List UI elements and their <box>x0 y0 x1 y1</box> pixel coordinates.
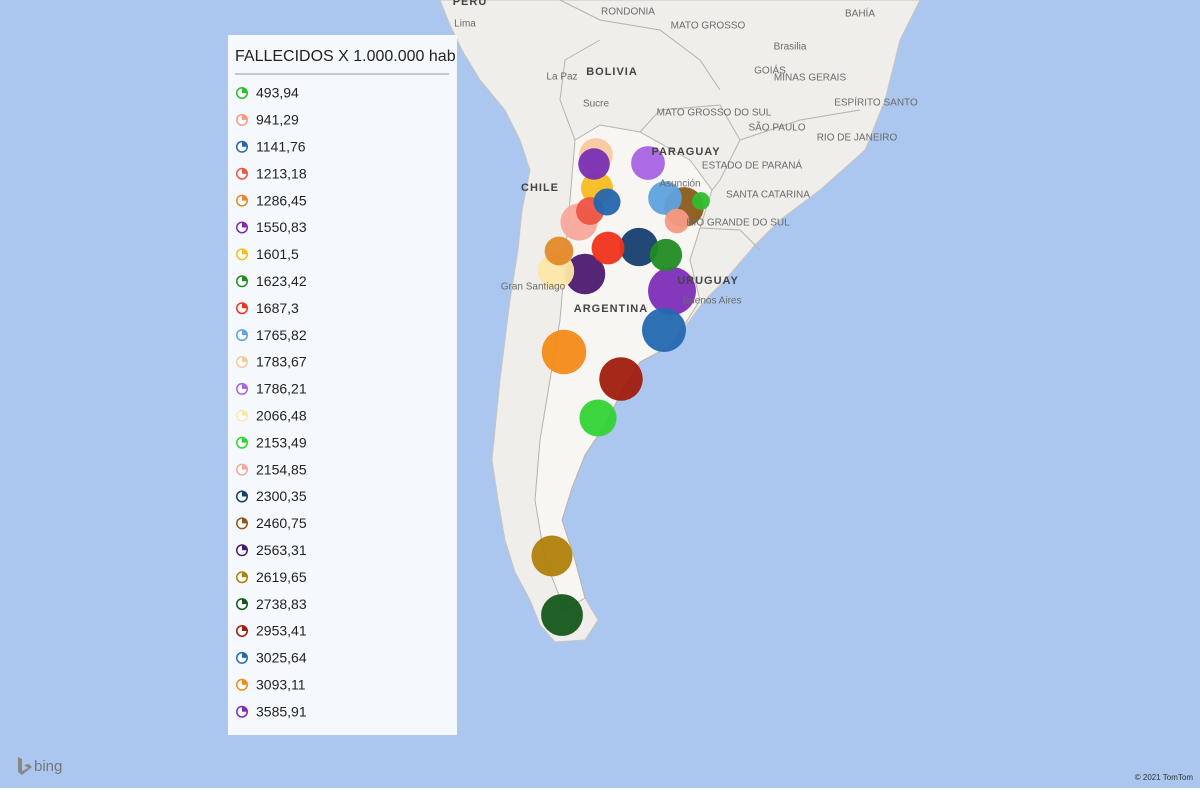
legend-panel <box>228 35 457 735</box>
legend-swatch-wedge <box>237 223 247 232</box>
place-label: SANTA CATARINA <box>726 190 810 201</box>
place-label: URUGUAY <box>677 275 739 287</box>
brand: bing <box>34 758 62 775</box>
legend-swatch-wedge <box>237 115 247 125</box>
data-bubble <box>631 146 665 180</box>
place-label: PARAGUAY <box>651 146 720 158</box>
legend-label: 2300,35 <box>256 488 307 504</box>
place-label: RIO DE JANEIRO <box>817 133 898 144</box>
legend-swatch-wedge <box>237 599 247 609</box>
attribution: © 2021 TomTom <box>1135 773 1194 782</box>
place-label: Buenos Aires <box>683 296 742 307</box>
data-bubble <box>641 307 687 353</box>
legend-swatch-wedge <box>237 572 247 582</box>
legend-label: 2738,83 <box>256 596 307 612</box>
legend-label: 2619,65 <box>256 569 307 585</box>
data-bubble <box>619 227 659 267</box>
legend-swatch-wedge <box>237 626 247 636</box>
legend-label: 1286,45 <box>256 192 307 208</box>
legend-label: 493,94 <box>256 85 299 101</box>
legend-label: 2153,49 <box>256 434 307 450</box>
data-bubble <box>541 329 587 375</box>
data-bubble <box>531 535 573 577</box>
place-label: PERU <box>453 0 488 8</box>
place-label: CHILE <box>521 182 559 194</box>
legend-swatch-wedge <box>237 330 247 340</box>
legend-label: 1601,5 <box>256 246 299 262</box>
data-bubble <box>692 192 710 210</box>
legend-swatch-wedge <box>237 438 247 448</box>
legend-swatch-wedge <box>237 653 247 663</box>
data-bubble <box>593 188 621 216</box>
place-label: BAHÍA <box>845 7 875 20</box>
place-label: ARGENTINA <box>574 303 648 315</box>
legend-label: 1786,21 <box>256 381 307 397</box>
data-bubble <box>544 236 574 266</box>
legend-swatch-wedge <box>237 142 247 152</box>
legend-label: 2460,75 <box>256 515 307 531</box>
legend-swatch-wedge <box>237 492 247 501</box>
legend-swatch-wedge <box>237 196 247 206</box>
place-label: Gran Santiago <box>501 282 566 293</box>
legend-swatch-wedge <box>237 680 247 690</box>
legend-label: 1783,67 <box>256 354 307 370</box>
data-bubble <box>664 208 690 234</box>
legend-swatch-wedge <box>237 276 247 286</box>
place-label: GOIÁS <box>754 64 786 77</box>
place-label: RONDONIA <box>601 7 655 18</box>
place-label: ESTADO DE PARANÁ <box>702 159 803 172</box>
data-bubble <box>649 238 683 272</box>
legend-swatch-wedge <box>237 465 247 475</box>
place-label: RIO GRANDE DO SUL <box>686 218 790 229</box>
data-bubble <box>648 267 696 315</box>
legend-label: 941,29 <box>256 112 299 128</box>
legend-label: 3585,91 <box>256 703 307 719</box>
place-label: MATO GROSSO DO SUL <box>657 108 772 119</box>
brand-logo <box>18 757 32 775</box>
place-label: La Paz <box>546 72 577 83</box>
place-label: ESPÍRITO SANTO <box>834 96 918 109</box>
legend-label: 1213,18 <box>256 165 307 181</box>
legend-swatch-wedge <box>237 357 247 367</box>
data-bubble <box>591 231 625 265</box>
legend-label: 1623,42 <box>256 273 307 289</box>
legend-label: 1765,82 <box>256 327 307 343</box>
place-label: Sucre <box>583 99 610 110</box>
legend-swatch-wedge <box>237 707 247 717</box>
legend-swatch-wedge <box>237 411 247 421</box>
data-bubble <box>564 253 606 295</box>
legend-label: 1687,3 <box>256 300 299 316</box>
place-label: MATO GROSSO <box>671 21 746 32</box>
place-label: BOLIVIA <box>586 66 638 78</box>
place-label: Lima <box>454 19 476 30</box>
legend-label: 2563,31 <box>256 542 307 558</box>
legend-swatch-wedge <box>237 518 247 528</box>
legend-label: 1141,76 <box>256 139 306 155</box>
data-bubble <box>541 594 583 636</box>
legend-label: 2953,41 <box>256 623 307 639</box>
place-label: Asunción <box>659 179 700 190</box>
data-bubble <box>579 399 617 437</box>
legend-swatch-wedge <box>237 249 247 259</box>
place-label: SÃO PAULO <box>748 121 805 134</box>
legend-swatch-wedge <box>237 88 247 98</box>
legend-swatch-wedge <box>237 384 247 394</box>
data-bubble <box>599 357 643 401</box>
legend-label: 1550,83 <box>256 219 307 235</box>
place-label: MINAS GERAIS <box>774 73 847 84</box>
data-bubble <box>648 181 682 215</box>
borders <box>559 0 861 251</box>
legend-label: 3025,64 <box>256 650 307 666</box>
legend-swatch-wedge <box>237 545 247 555</box>
legend-swatch-wedge <box>237 303 247 313</box>
place-label: Brasilia <box>774 42 807 53</box>
legend-label: 2154,85 <box>256 461 307 477</box>
legend-label: 2066,48 <box>256 408 307 424</box>
legend-label: 3093,11 <box>256 677 306 693</box>
data-bubble <box>578 148 610 180</box>
legend-swatch-wedge <box>237 169 247 179</box>
legend-title: FALLECIDOS X 1.000.000 hab <box>235 48 456 65</box>
